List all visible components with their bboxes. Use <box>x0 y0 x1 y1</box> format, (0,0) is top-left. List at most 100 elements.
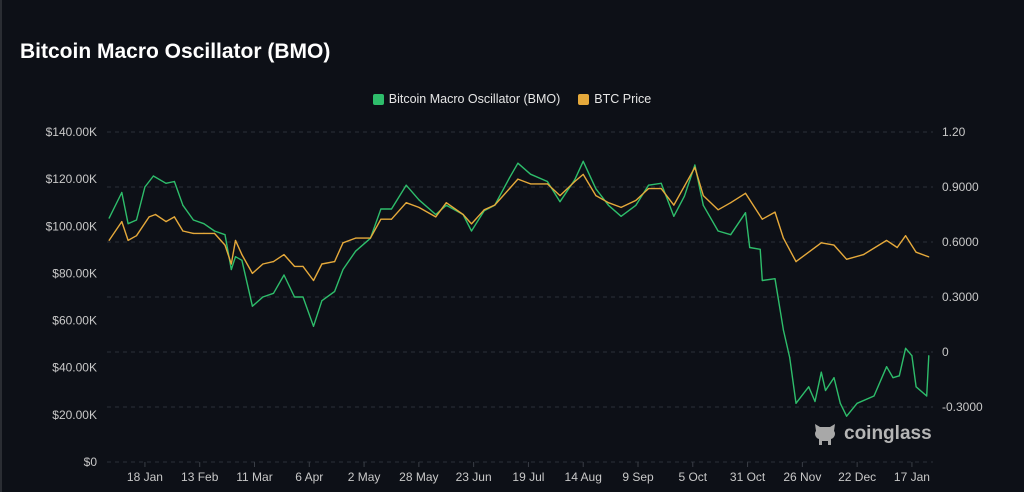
bmo-point <box>251 305 253 307</box>
bmo-point <box>759 248 761 250</box>
bmo-point <box>620 215 622 217</box>
btc-price-point <box>782 237 784 239</box>
btc-price-point <box>182 230 184 232</box>
x-axis-tick: 17 Jan <box>894 470 930 484</box>
left-axis-tick: $0 <box>84 455 98 469</box>
btc-price-point <box>483 209 485 211</box>
bmo-point <box>833 377 835 379</box>
btc-price-point <box>342 242 344 244</box>
bmo-point <box>595 188 597 190</box>
bmo-point <box>333 290 336 293</box>
left-axis-tick: $120.00K <box>46 172 97 186</box>
bmo-point <box>873 395 875 397</box>
bmo-point <box>283 274 285 276</box>
btc-price-line <box>108 166 930 282</box>
left-axis-tick: $100.00K <box>46 219 97 233</box>
bmo-point <box>470 230 473 232</box>
x-axis-tick: 23 Jun <box>456 470 492 484</box>
x-axis-tick: 2 May <box>348 470 381 484</box>
watermark-logo: coinglass <box>812 420 932 448</box>
x-axis-tick: 9 Sep <box>622 470 654 484</box>
bmo-point <box>293 296 296 298</box>
bmo-point <box>272 292 275 294</box>
bmo-point <box>241 259 243 261</box>
bmo-point <box>405 184 407 186</box>
bmo-point <box>321 300 323 302</box>
bmo-point <box>749 246 751 249</box>
btc-price-point <box>905 235 907 237</box>
bmo-point <box>647 184 650 186</box>
btc-price-point <box>203 232 205 234</box>
bmo-point <box>559 201 561 203</box>
x-axis-tick: 14 Aug <box>565 470 602 484</box>
btc-price-point <box>121 220 123 223</box>
right-axis-tick: 0.9000 <box>942 180 979 194</box>
bmo-point <box>717 230 719 232</box>
btc-price-point <box>559 195 561 197</box>
legend-item-bmo[interactable]: Bitcoin Macro Oscillator (BMO) <box>372 92 560 106</box>
btc-price-point <box>862 253 865 256</box>
left-axis-tick: $140.00K <box>46 125 97 139</box>
bmo-point <box>898 375 900 377</box>
bmo-point <box>342 268 344 271</box>
bmo-point <box>418 199 420 201</box>
btc-price-point <box>462 213 464 216</box>
bmo-point <box>529 173 532 175</box>
bmo-point <box>445 204 447 206</box>
btc-price-point <box>302 265 304 267</box>
bmo-point <box>144 186 146 188</box>
btc-price-point <box>820 242 822 244</box>
bmo-point <box>892 377 894 379</box>
btc-price-point <box>546 183 548 185</box>
x-axis-tick: 13 Feb <box>181 470 219 484</box>
bmo-point <box>814 400 816 403</box>
bmo-point <box>121 191 123 194</box>
bmo-point <box>744 212 747 214</box>
bmo-point <box>224 234 226 236</box>
x-axis-tick: 26 Nov <box>783 470 821 484</box>
bmo-point <box>607 204 610 206</box>
bmo-point <box>846 415 848 417</box>
btc-price-point <box>717 209 719 211</box>
btc-price-point <box>744 192 747 194</box>
bmo-point <box>839 402 841 404</box>
btc-price-point <box>108 239 110 242</box>
btc-price-point <box>529 183 532 185</box>
btc-price-point <box>135 235 138 237</box>
btc-price-point <box>730 202 732 204</box>
bmo-point <box>546 180 548 183</box>
btc-price-point <box>694 166 696 168</box>
left-axis-tick: $20.00K <box>52 408 97 422</box>
btc-price-point <box>390 218 393 220</box>
btc-price-point <box>230 263 232 265</box>
btc-price-point <box>774 211 776 213</box>
btc-price-point <box>445 202 447 204</box>
btc-price-point <box>683 185 685 187</box>
right-axis-tick: 0.6000 <box>942 235 979 249</box>
btc-price-point <box>418 206 420 209</box>
bmo-point <box>508 177 511 179</box>
bmo-point <box>683 195 685 197</box>
btc-price-point <box>833 244 835 246</box>
left-edge <box>0 0 2 492</box>
bmo-point <box>135 219 138 221</box>
btc-price-point <box>251 272 253 275</box>
bmo-point <box>312 325 315 327</box>
watermark-text: coinglass <box>844 423 932 444</box>
page-title: Bitcoin Macro Oscillator (BMO) <box>20 40 331 63</box>
right-axis-tick: -0.3000 <box>942 400 983 414</box>
btc-price-point <box>405 202 407 204</box>
btc-price-point <box>494 204 496 206</box>
btc-price-point <box>241 253 243 256</box>
bmo-point <box>911 355 913 357</box>
bmo-point <box>108 217 110 219</box>
btc-price-point <box>635 199 637 201</box>
btc-price-point <box>234 239 237 242</box>
legend-item-btc-price[interactable]: BTC Price <box>578 92 651 106</box>
bmo-point <box>165 182 167 184</box>
bmo-point <box>905 347 907 349</box>
btc-price-point <box>369 237 371 239</box>
bmo-point <box>808 386 810 388</box>
bmo-point <box>915 386 917 388</box>
left-axis-tick: $80.00K <box>52 266 97 280</box>
